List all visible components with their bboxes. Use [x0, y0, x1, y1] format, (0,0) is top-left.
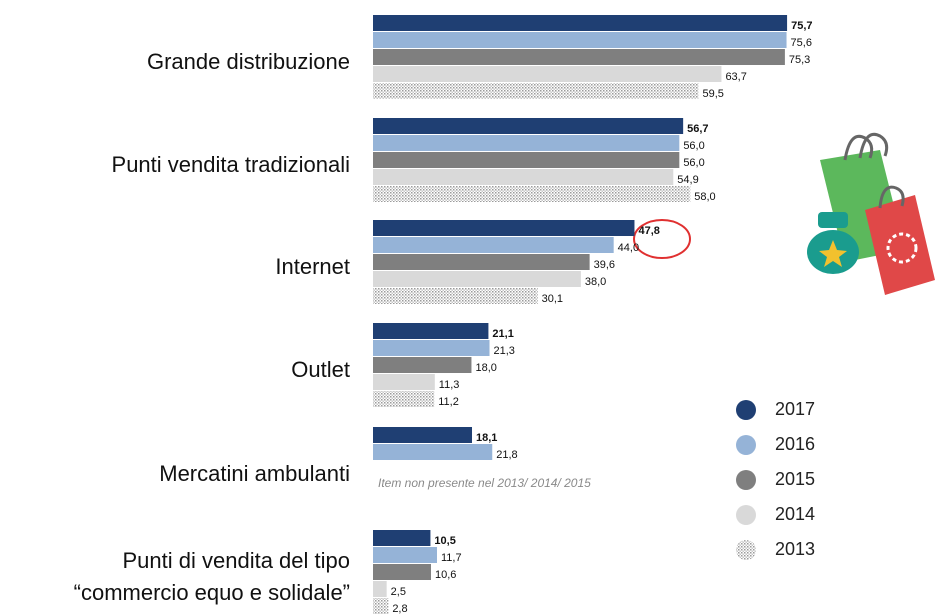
shopping-bags-icon — [807, 134, 935, 295]
value-label: 39,6 — [594, 259, 615, 271]
legend-marker — [736, 540, 756, 560]
bar — [373, 169, 673, 185]
value-label: 30,1 — [542, 293, 563, 305]
chart: Item non presente nel 2013/ 2014/ 2015 7… — [0, 0, 936, 616]
value-label: 44,0 — [618, 242, 639, 254]
bar — [373, 530, 430, 546]
legend-label: 2016 — [775, 434, 815, 454]
category-label: Outlet — [291, 354, 350, 386]
bar — [373, 357, 471, 373]
bar — [373, 598, 388, 614]
value-label: 75,3 — [789, 54, 810, 66]
page: Item non presente nel 2013/ 2014/ 2015 7… — [0, 0, 936, 616]
category-label: Grande distribuzione — [147, 46, 350, 78]
bar — [373, 66, 721, 82]
value-label: 63,7 — [725, 71, 746, 83]
value-label: 75,6 — [791, 37, 812, 49]
value-label: 58,0 — [694, 191, 715, 203]
bar — [373, 32, 787, 48]
legend-label: 2015 — [775, 469, 815, 489]
bar — [373, 288, 538, 304]
category-label: Internet — [275, 251, 350, 283]
value-label: 56,0 — [683, 140, 704, 152]
legend-label: 2014 — [775, 504, 815, 524]
value-label: 47,8 — [638, 225, 659, 237]
value-label: 56,0 — [683, 157, 704, 169]
category-label: Punti di vendita del tipo “commercio equ… — [74, 545, 350, 609]
bar — [373, 323, 488, 339]
bar — [373, 49, 785, 65]
bar — [373, 271, 581, 287]
bar — [373, 135, 679, 151]
bar — [373, 152, 679, 168]
value-label: 21,3 — [494, 345, 515, 357]
value-label: 21,1 — [492, 328, 513, 340]
legend-label: 2013 — [775, 539, 815, 559]
value-label: 10,6 — [435, 569, 456, 581]
bar — [373, 427, 472, 443]
value-label: 59,5 — [702, 88, 723, 100]
value-label: 2,8 — [392, 603, 407, 615]
value-label: 11,2 — [438, 396, 459, 408]
bar — [373, 83, 698, 99]
bar — [373, 547, 437, 563]
bar — [373, 340, 490, 356]
value-label: 2,5 — [391, 586, 406, 598]
bar — [373, 118, 683, 134]
legend-marker — [736, 470, 756, 490]
annotation: Item non presente nel 2013/ 2014/ 2015 — [378, 476, 591, 490]
bar — [373, 220, 634, 236]
bar — [373, 186, 690, 202]
bar — [373, 237, 614, 253]
value-label: 56,7 — [687, 123, 708, 135]
legend-marker — [736, 400, 756, 420]
value-label: 21,8 — [496, 449, 517, 461]
legend-marker — [736, 435, 756, 455]
bar — [373, 444, 492, 460]
value-label: 75,7 — [791, 20, 812, 32]
bar — [373, 254, 590, 270]
value-label: 18,0 — [475, 362, 496, 374]
bar — [373, 15, 787, 31]
legend-marker — [736, 505, 756, 525]
value-label: 18,1 — [476, 432, 497, 444]
bar — [373, 391, 434, 407]
value-label: 10,5 — [434, 535, 455, 547]
bar — [373, 374, 435, 390]
value-label: 11,7 — [441, 552, 462, 564]
value-label: 54,9 — [677, 174, 698, 186]
bar — [373, 581, 387, 597]
bar — [373, 564, 431, 580]
category-label: Mercatini ambulanti — [159, 458, 350, 490]
category-label: Punti vendita tradizionali — [112, 149, 350, 181]
value-label: 11,3 — [439, 379, 460, 391]
value-label: 38,0 — [585, 276, 606, 288]
legend-label: 2017 — [775, 399, 815, 419]
